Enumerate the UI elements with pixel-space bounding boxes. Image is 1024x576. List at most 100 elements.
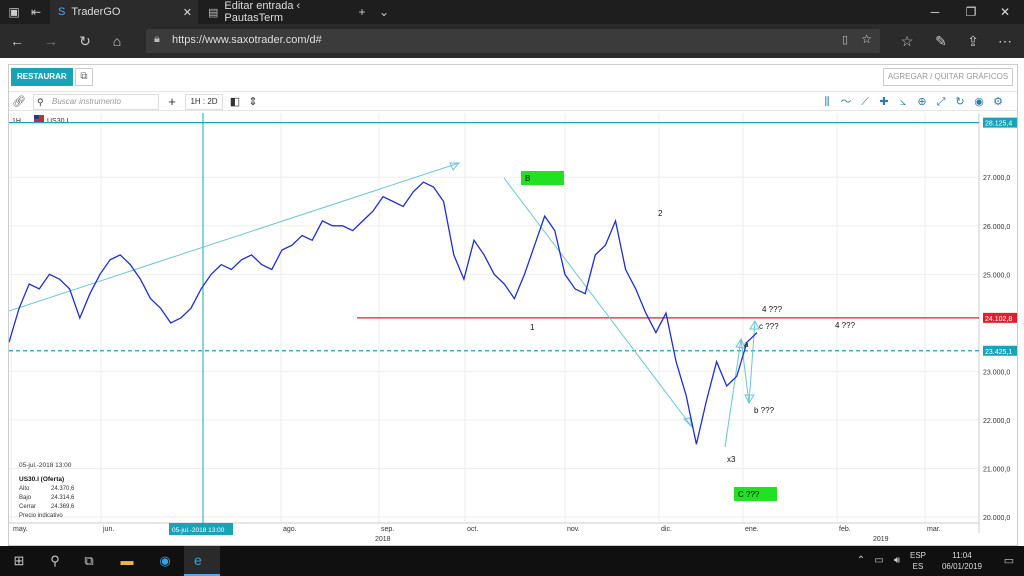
home-icon[interactable]: ⌂ (112, 33, 122, 49)
wave-label-b: b ??? (754, 406, 775, 415)
browser-tab-bar: ▣ ⇤ S TraderGO ✕ ▤ Editar entrada ‹ Paut… (0, 0, 1024, 24)
share-icon[interactable]: ⇪ (967, 33, 979, 49)
set-aside-tabs-icon[interactable]: ⇤ (30, 5, 42, 19)
instrument-search-input[interactable]: ⚲ Buscar instrumento (33, 94, 159, 110)
restore-button[interactable]: RESTAURAR (11, 68, 73, 86)
wave-label-4-near: 4 ??? (762, 305, 783, 314)
wave-arrow-a (724, 338, 742, 448)
tab-pautasterm[interactable]: ▤ Editar entrada ‹ PautasTerm (200, 0, 348, 24)
file-explorer-icon[interactable]: ▬ (120, 553, 134, 568)
price-label-badge (983, 117, 1017, 128)
favorite-star-icon[interactable]: ☆ (861, 32, 872, 46)
crosshair-row-label: Alto (19, 486, 30, 492)
x-tick-label: may. (13, 526, 28, 533)
close-tab-icon[interactable]: ✕ (182, 6, 192, 19)
edge-icon: e (194, 552, 202, 568)
wave-arrow-c (748, 320, 756, 404)
popout-icon[interactable]: ⧉ (75, 68, 93, 86)
snapshot-icon[interactable]: ◉ (974, 96, 984, 108)
annotation-box-b (521, 171, 564, 185)
page-favicon-icon: ▤ (208, 6, 219, 19)
crosshair-row-label: Bajo (19, 495, 32, 501)
instrument-legend: US30.I (47, 118, 68, 125)
arrowhead-2 (682, 417, 693, 429)
price-label-text: 23.425,1 (985, 349, 1012, 356)
tab-actions-icon[interactable]: ▣ (8, 5, 20, 19)
task-view-icon[interactable]: ⧉ (84, 553, 94, 568)
tab-tradergo[interactable]: S TraderGO ✕ (50, 0, 198, 24)
x-tick-label: nov. (567, 526, 580, 533)
timeframe-selector[interactable]: 1H : 2D (185, 94, 223, 110)
crosshair-time-badge-label: 05-jul.-2018 13:00 (172, 527, 225, 534)
add-remove-charts-button[interactable]: AGREGAR / QUITAR GRÁFICOS (883, 68, 1013, 86)
language-top: ESP (909, 551, 926, 560)
language-bottom: ES (912, 562, 924, 571)
crosshair-date: 05-jul.-2018 13:00 (19, 462, 72, 469)
studies-icon[interactable]: 〜 (840, 96, 852, 108)
close-window-icon[interactable]: ✕ (999, 5, 1011, 19)
x-tick-label: oct. (467, 526, 478, 533)
clock[interactable]: 11:04 06/01/2019 (932, 550, 992, 572)
search-icon[interactable]: ⚲ (50, 553, 60, 568)
lock-icon: 🔒︎ (154, 33, 160, 45)
url-field[interactable]: 🔒︎ https://www.saxotrader.com/d# ▯ ☆ (146, 29, 880, 53)
tab-title: TraderGO (71, 6, 121, 18)
chevron-down-icon[interactable]: ⌄ (378, 5, 390, 19)
crosshair-time-badge (169, 523, 233, 535)
reading-view-icon[interactable]: ▯ (841, 34, 848, 46)
crosshair-row-value: 24.370,6 (51, 486, 75, 492)
x-tick-label: sep. (381, 526, 394, 533)
y-tick-label: 25.000,0 (983, 272, 1010, 279)
search-placeholder: Buscar instrumento (52, 97, 121, 106)
price-label-text: 24.102,8 (985, 316, 1012, 323)
annotation-box-c-label: C ??? (738, 490, 760, 499)
wave-label-c: c ??? (759, 322, 779, 331)
volume-icon[interactable]: 🔊︎ (893, 555, 901, 566)
crosshair-info-title: US30.I (Oferta) (19, 476, 64, 483)
new-tab-button[interactable]: + (358, 5, 366, 19)
restore-window-icon[interactable]: ❐ (965, 5, 977, 19)
us-flag-canton (34, 115, 39, 119)
timeframe-legend: 1H (12, 118, 21, 125)
split-view-icon[interactable]: ⇕ (248, 96, 258, 108)
chevron-up-icon[interactable]: ⌃ (856, 555, 866, 566)
drawing-tools-icon[interactable]: ⦣ (899, 96, 907, 108)
y-tick-label: 22.000,0 (983, 418, 1010, 425)
more-icon[interactable]: ⋯ (998, 33, 1012, 49)
url-text: https://www.saxotrader.com/d# (172, 34, 322, 46)
back-icon[interactable]: ← (10, 33, 24, 49)
crosshair-icon[interactable]: ✚ (879, 96, 889, 108)
y-tick-label: 23.000,0 (983, 369, 1010, 376)
price-chart[interactable]: 27.000,0 26.000,0 25.000,0 23.000,0 22.000,0… (9, 113, 1017, 545)
trendline-icon[interactable]: ⟋ (861, 96, 869, 108)
crosshair-row-label: Cerrar (19, 504, 36, 510)
year-label: 2019 (873, 536, 889, 543)
zoom-range-icon[interactable]: ⤢ (936, 96, 946, 108)
zoom-icon[interactable]: ⊕ (917, 96, 927, 108)
arrowhead-c (749, 319, 760, 330)
notifications-icon[interactable]: ▭ (1003, 555, 1015, 567)
clock-time: 11:04 (952, 551, 972, 560)
price-series-line (9, 181, 758, 445)
network-icon[interactable]: ▭ (874, 555, 884, 566)
wave-label-x3: x3 (727, 455, 736, 464)
y-tick-label: 20.000,0 (983, 515, 1010, 522)
settings-icon[interactable]: ⚙ (993, 96, 1003, 108)
forward-icon[interactable]: → (44, 33, 58, 49)
refresh-icon[interactable]: ↻ (79, 33, 91, 49)
chart-toolbar: 🔗︎ ⚲ Buscar instrumento + 1H : 2D ◧ ⇕ ⫼ … (9, 91, 1017, 111)
windows-start-icon[interactable]: ⊞ (13, 553, 25, 568)
indicators-icon[interactable]: ⫼ (824, 96, 830, 108)
pen-icon[interactable]: ✎ (935, 33, 947, 49)
link-icon[interactable]: 🔗︎ (12, 96, 26, 108)
wave-label-2: 2 (658, 209, 663, 218)
language-indicator[interactable]: ESP ES (906, 550, 930, 572)
add-icon[interactable]: + (168, 94, 176, 109)
telegram-icon[interactable]: ◉ (159, 553, 171, 568)
favorites-icon[interactable]: ☆ (900, 33, 914, 49)
x-tick-label: dic. (661, 526, 672, 533)
minimize-icon[interactable]: ─ (930, 5, 940, 19)
edge-taskbar-button[interactable]: e (184, 546, 220, 576)
chart-type-icon[interactable]: ◧ (229, 96, 241, 108)
reset-icon[interactable]: ↻ (955, 96, 965, 108)
